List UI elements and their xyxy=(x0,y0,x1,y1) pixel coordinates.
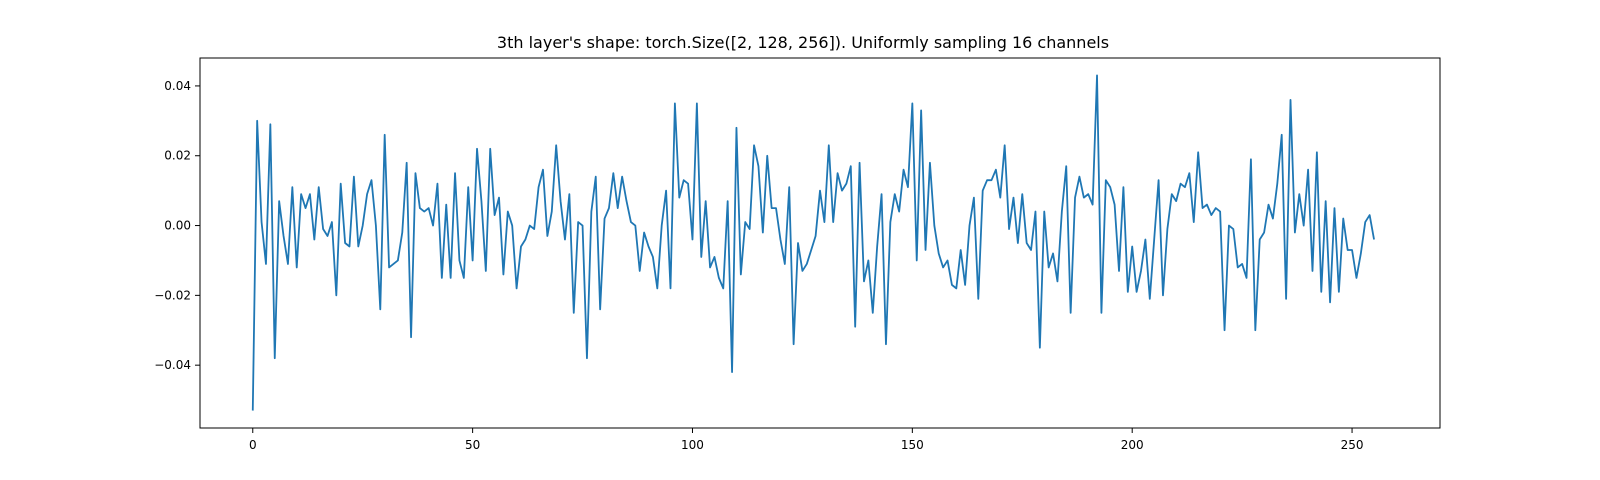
y-tick-label: −0.02 xyxy=(154,288,191,302)
y-axis: −0.04 −0.02 0.00 0.02 0.04 xyxy=(154,79,200,372)
series-layer xyxy=(251,74,1375,411)
x-tick-label: 150 xyxy=(901,438,924,452)
x-tick-label: 50 xyxy=(465,438,480,452)
x-tick-label: 200 xyxy=(1121,438,1144,452)
y-tick-label: 0.02 xyxy=(164,149,191,163)
y-tick-label: 0.00 xyxy=(164,219,191,233)
series-line-0 xyxy=(251,74,1375,411)
x-tick-label: 250 xyxy=(1341,438,1364,452)
plot-frame xyxy=(199,57,1441,429)
y-tick-label: −0.04 xyxy=(154,358,191,372)
x-axis: 0 50 100 150 200 250 xyxy=(249,428,1364,452)
x-tick-label: 0 xyxy=(249,438,257,452)
y-tick-label: 0.04 xyxy=(164,79,191,93)
x-tick-label: 100 xyxy=(681,438,704,452)
chart-title: 3th layer's shape: torch.Size([2, 128, 2… xyxy=(497,33,1109,52)
